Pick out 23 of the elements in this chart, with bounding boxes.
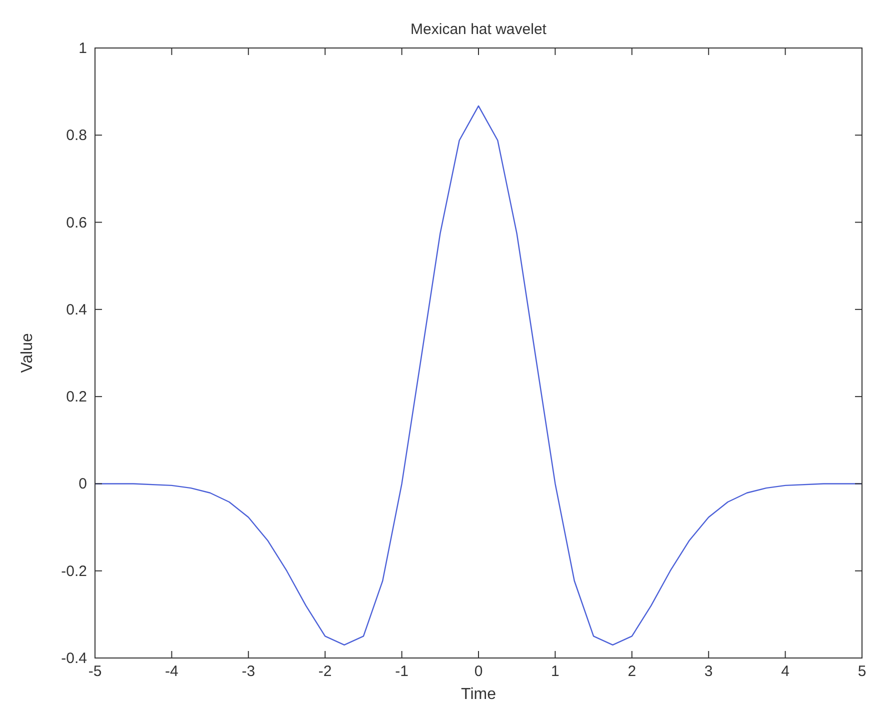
x-tick-label: 4: [781, 663, 790, 680]
y-axis-title: Value: [19, 333, 36, 373]
y-tick-label: 0.8: [66, 127, 87, 144]
x-tick-label: 2: [628, 663, 636, 680]
y-tick-label: -0.4: [61, 650, 87, 667]
line-series: [94, 105, 863, 646]
x-tick-label: -5: [88, 663, 102, 680]
x-tick-label: 0: [474, 663, 483, 680]
y-tick-label: 1: [78, 40, 87, 57]
x-tick-label: -2: [318, 663, 332, 680]
x-tick-label: 1: [551, 663, 560, 680]
x-tick-label: 3: [704, 663, 713, 680]
y-tick-label: 0.2: [66, 388, 87, 406]
x-tick-label: -4: [165, 663, 178, 680]
x-tick-label: -3: [242, 663, 256, 680]
y-tick-label: 0.4: [66, 301, 87, 318]
y-tick-label: 0: [78, 476, 87, 493]
x-axis-title: Time: [461, 686, 496, 703]
y-tick-label: -0.2: [61, 562, 87, 580]
x-tick-label: -1: [395, 663, 408, 680]
x-tick-label: 5: [858, 663, 866, 680]
chart-title: Mexican hat wavelet: [410, 21, 548, 38]
y-tick-label: 0.6: [66, 214, 87, 232]
